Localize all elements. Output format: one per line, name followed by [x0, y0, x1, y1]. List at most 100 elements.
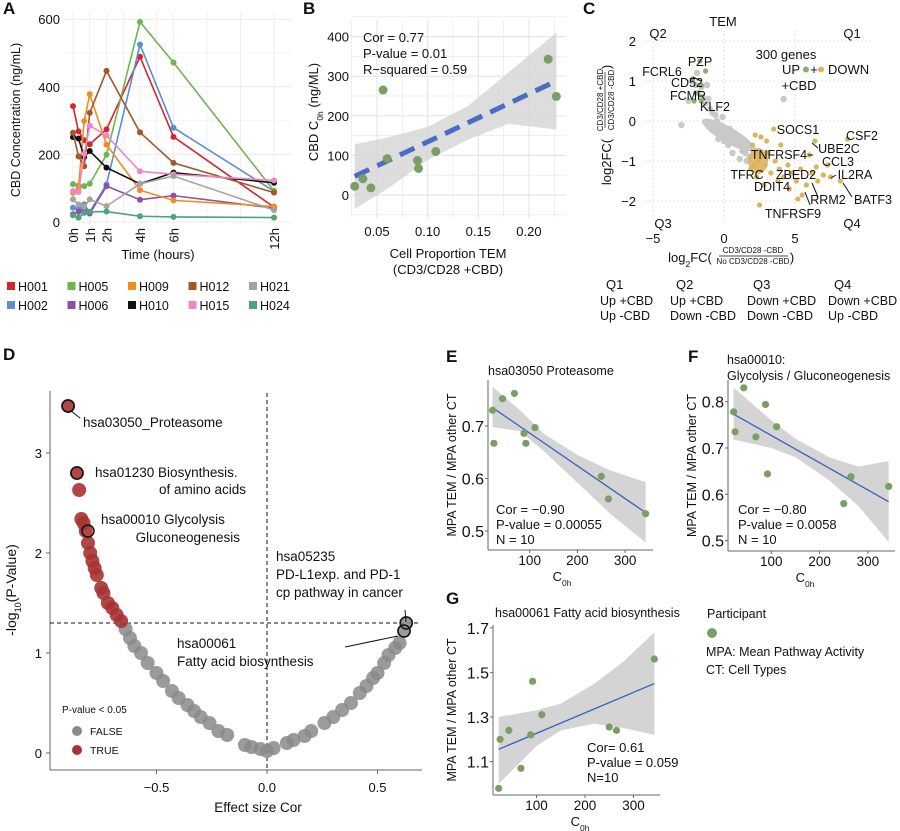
- series-line-H009: [72, 91, 275, 208]
- x-tick-label: 100: [525, 798, 548, 813]
- x-tick-label: 300: [622, 798, 645, 813]
- y-axis-label-prefix: log2FC(: [599, 138, 614, 185]
- data-point: [366, 183, 376, 193]
- legend-label: H006: [79, 299, 109, 313]
- gene-point-down: [775, 178, 781, 184]
- pathway-annotation: hsa05235: [276, 549, 335, 564]
- leader-line: [70, 410, 81, 419]
- legend-swatch-H015: [188, 301, 197, 309]
- gene-point: [712, 111, 719, 119]
- legend-label-up: UP: [782, 62, 800, 77]
- pathway-annotation: hsa00010 Glycolysis: [101, 512, 225, 527]
- x-tick-label: 0.0: [258, 780, 276, 795]
- participant-point: [505, 726, 513, 734]
- y-axis-label: MPA TEM / MPA other CT: [445, 393, 459, 536]
- gene-label: TNFRSF9: [765, 207, 821, 221]
- quadrant-key-label: Q2: [676, 277, 693, 292]
- leader-line: [692, 76, 702, 82]
- gene-point: [692, 81, 699, 89]
- data-point-H001: [103, 126, 110, 133]
- gene-point-down: [765, 150, 771, 156]
- participant-point: [496, 735, 504, 743]
- gene-point-down: [761, 182, 767, 188]
- data-point-H012: [75, 153, 82, 160]
- participant-point: [885, 482, 893, 491]
- y-axis-label: MPA TEM / MPA other CT: [685, 394, 699, 537]
- y-axis-label-part: 10: [13, 602, 23, 612]
- y-tick-label: 300: [327, 69, 349, 84]
- x-axis-label: Cell Proportion TEM: [390, 246, 507, 261]
- legend-label: H005: [79, 280, 109, 294]
- quadrant-key-text: Down -CBD: [670, 309, 736, 323]
- gene-label: FCMR: [670, 89, 706, 103]
- data-point-H009: [170, 197, 177, 204]
- data-point-H006: [170, 192, 177, 199]
- participant-point: [538, 711, 546, 719]
- quadrant-key-text: Up -CBD: [600, 309, 650, 323]
- pathway-annotation: Fatty acid biosynthesis: [177, 654, 314, 669]
- gene-point: [780, 95, 787, 103]
- confidence-band: [733, 387, 889, 542]
- data-point-H001: [70, 103, 76, 110]
- gene-point: [719, 113, 726, 121]
- x-axis-label-part: 2: [685, 259, 690, 269]
- panel-title: hsa00061 Fatty acid biosynthesis: [495, 606, 680, 620]
- data-point-H009: [86, 91, 93, 98]
- participant-point: [529, 677, 537, 685]
- gene-point-down: [749, 142, 756, 148]
- data-point-H021: [271, 207, 277, 214]
- data-point: [431, 146, 441, 156]
- data-point-H002: [137, 41, 143, 48]
- data-point-H015: [81, 150, 88, 157]
- data-point-H010: [86, 148, 93, 155]
- data-point-H010: [103, 164, 110, 171]
- y-axis-label-part: CBD C: [306, 121, 321, 161]
- participant-point: [531, 423, 539, 432]
- y-tick-label: 1.1: [467, 755, 489, 772]
- y-tick-label: 1.3: [467, 710, 489, 727]
- quadrant-key-label: Q4: [834, 277, 851, 292]
- data-point-H006: [75, 208, 82, 215]
- data-point-H021: [75, 201, 82, 208]
- pathway-annotation: Gluconeogenesis: [136, 530, 241, 545]
- gene-label: SOCS1: [777, 123, 819, 137]
- y-axis-label: -log10(P-Value): [3, 544, 23, 636]
- participant-point: [490, 439, 498, 447]
- legend-label: TRUE: [90, 745, 119, 757]
- pathway-point-false: [392, 636, 407, 650]
- gene-point-down: [795, 196, 801, 202]
- y-tick-label: −2: [621, 194, 636, 209]
- participant-point: [488, 406, 497, 414]
- data-point-H010: [75, 135, 82, 142]
- data-point-H021: [137, 180, 143, 187]
- gene-label: CCL3: [822, 155, 854, 169]
- stat-text: Cor = 0.77: [363, 30, 424, 45]
- legend-label: H009: [139, 280, 169, 294]
- y-axis-label-part: -log: [3, 612, 19, 635]
- x-axis-label-denominator: No CD3/CD28 -CBD: [717, 257, 790, 266]
- data-point-H001: [86, 141, 93, 148]
- x-tick-label: 200: [808, 554, 831, 569]
- data-point-H012: [137, 129, 143, 136]
- y-axis-label: CBD C0h (ng/ML): [306, 63, 325, 161]
- quadrant-label: Q1: [843, 26, 860, 41]
- data-point-H021: [81, 203, 88, 210]
- legend-dot-participant: [707, 628, 717, 638]
- gene-point-down: [764, 138, 770, 144]
- pathway-point-false: [134, 646, 149, 660]
- y-axis-label-part: (ng/ML): [306, 63, 321, 111]
- gene-label: PZP: [688, 55, 712, 69]
- leader-line: [404, 609, 407, 623]
- gene-point-down: [771, 126, 777, 132]
- gene-point-down: [776, 166, 782, 172]
- gene-point-up: [691, 98, 697, 104]
- participant-point: [847, 473, 855, 481]
- participant-point: [730, 408, 738, 416]
- y-tick-label: 0.8: [702, 395, 724, 412]
- stat-text: P-value = 0.059: [587, 755, 678, 770]
- pathway-annotation: of amino acids: [159, 482, 246, 497]
- participant-point: [612, 726, 621, 734]
- participant-point: [763, 470, 772, 478]
- panel-title: hsa03050 Proteasome: [488, 364, 614, 378]
- data-point-H015: [75, 188, 82, 195]
